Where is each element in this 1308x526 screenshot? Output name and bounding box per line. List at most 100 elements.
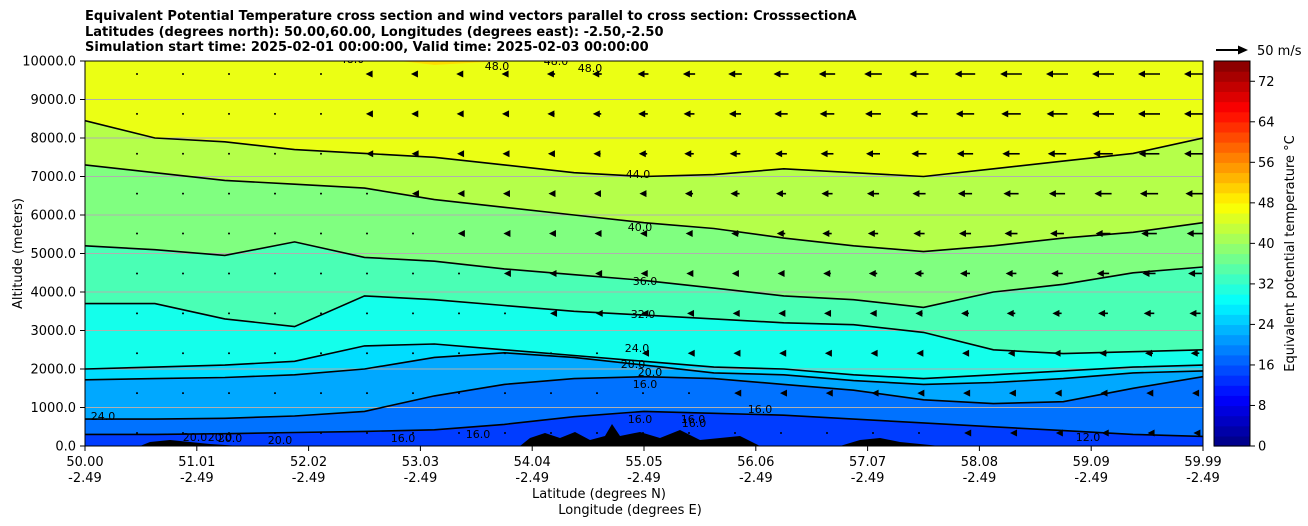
wind-vector xyxy=(865,110,881,118)
wind-vector-head xyxy=(411,110,419,118)
x-tick-label-lat: 56.06 xyxy=(737,455,774,470)
wind-vector-head xyxy=(1138,110,1145,118)
contour-label: 16.0 xyxy=(633,378,658,391)
wind-vector-head xyxy=(502,110,510,118)
wind-vector xyxy=(182,432,184,434)
wind-vector xyxy=(869,309,877,317)
field-band-48 xyxy=(399,61,505,65)
wind-vector xyxy=(274,232,276,235)
wind-vector-head xyxy=(548,190,556,198)
wind-vector-head xyxy=(1051,269,1059,277)
wind-vector xyxy=(458,432,460,434)
wind-vector-head xyxy=(824,349,832,357)
wind-vector xyxy=(870,349,878,357)
x-tick-label-lon: -2.49 xyxy=(292,471,326,486)
wind-vector xyxy=(820,150,834,158)
wind-vector xyxy=(1100,389,1108,397)
wind-vector-head xyxy=(594,230,602,238)
wind-vector xyxy=(546,70,556,78)
wind-vector xyxy=(504,392,506,395)
wind-vector-head xyxy=(733,349,741,357)
colorbar-segment xyxy=(1214,192,1250,204)
wind-vector xyxy=(1055,429,1063,437)
colorbar-segment xyxy=(1214,395,1250,407)
wind-vector xyxy=(136,152,138,155)
wind-vector-head xyxy=(916,349,924,357)
wind-vector-head xyxy=(1006,309,1014,317)
contour-label: 48.0 xyxy=(578,62,603,75)
wind-vector-head xyxy=(1100,389,1108,397)
wind-vector xyxy=(912,190,926,198)
x-tick-label-lon: -2.49 xyxy=(404,471,438,486)
x-tick-label-lon: -2.49 xyxy=(963,471,997,486)
wind-vector xyxy=(502,110,510,118)
contour-label: 32.0 xyxy=(631,308,656,321)
wind-vector-head xyxy=(917,389,925,397)
wind-vector xyxy=(320,112,322,115)
contour-label: 16.0 xyxy=(681,413,706,426)
contour-label: 16.0 xyxy=(748,403,773,416)
x-tick-label-lat: 59.09 xyxy=(1073,455,1110,470)
colorbar-segment xyxy=(1214,91,1250,103)
wind-vector xyxy=(458,272,460,275)
colorbar-tick-label: 8 xyxy=(1258,399,1266,414)
wind-vector xyxy=(684,150,694,158)
wind-vector xyxy=(182,392,184,395)
wind-vector-head xyxy=(1101,429,1109,437)
wind-vector xyxy=(1184,70,1203,78)
wind-vector xyxy=(1193,429,1201,437)
wind-vector xyxy=(1054,389,1062,397)
wind-vector-head xyxy=(1096,269,1104,277)
wind-vector-head xyxy=(728,110,736,118)
wind-vector xyxy=(412,232,414,235)
wind-vector xyxy=(592,110,602,118)
wind-vector-head xyxy=(501,70,509,78)
wind-vector xyxy=(960,269,970,277)
x-tick-label-lat: 58.08 xyxy=(961,455,998,470)
wind-vector xyxy=(1093,150,1113,158)
wind-vector xyxy=(366,352,368,355)
wind-vector-head xyxy=(954,70,962,78)
wind-vector-head xyxy=(1138,150,1146,158)
wind-vector xyxy=(642,392,644,395)
wind-vector-head xyxy=(775,190,783,198)
wind-vector xyxy=(728,70,742,78)
wind-vector-head xyxy=(638,150,646,158)
wind-vector-head xyxy=(593,190,601,198)
wind-vector-head xyxy=(1099,349,1107,357)
chart-title-line-3: Simulation start time: 2025-02-01 00:00:… xyxy=(85,40,649,55)
wind-vector-head xyxy=(595,309,603,317)
y-tick-label: 3000.0 xyxy=(31,324,77,339)
wind-vector xyxy=(320,392,322,395)
colorbar-tick-label: 24 xyxy=(1258,318,1275,333)
wind-vector-head xyxy=(550,309,558,317)
wind-vector xyxy=(957,190,973,198)
wind-vector-head xyxy=(774,110,782,118)
wind-vector-head xyxy=(684,150,692,158)
contour-label: 24.0 xyxy=(625,342,650,355)
wind-vector-head xyxy=(1050,230,1058,238)
wind-vector-head xyxy=(778,309,786,317)
wind-vector xyxy=(182,272,184,275)
colorbar-segment xyxy=(1214,253,1250,265)
wind-vector xyxy=(548,230,556,238)
x-tick-label-lon: -2.49 xyxy=(851,471,885,486)
wind-vector xyxy=(1008,389,1016,397)
wind-vector xyxy=(773,70,789,78)
wind-vector-head xyxy=(964,429,972,437)
x-tick-label-lon: -2.49 xyxy=(68,471,102,486)
wind-vector-head xyxy=(502,190,510,198)
wind-vector-head xyxy=(868,269,876,277)
y-tick-label: 4000.0 xyxy=(31,286,77,301)
wind-vector-head xyxy=(457,190,465,198)
colorbar-segment xyxy=(1214,385,1250,396)
wind-vector-head xyxy=(822,230,830,238)
colorbar-segment xyxy=(1214,162,1250,174)
colorbar-segment xyxy=(1214,263,1250,275)
wind-vector xyxy=(685,230,693,238)
wind-vector-head xyxy=(870,349,878,357)
wind-vector xyxy=(822,230,832,238)
x-tick-label-lon: -2.49 xyxy=(627,471,661,486)
wind-vector-head xyxy=(547,150,555,158)
wind-vector xyxy=(136,192,138,195)
